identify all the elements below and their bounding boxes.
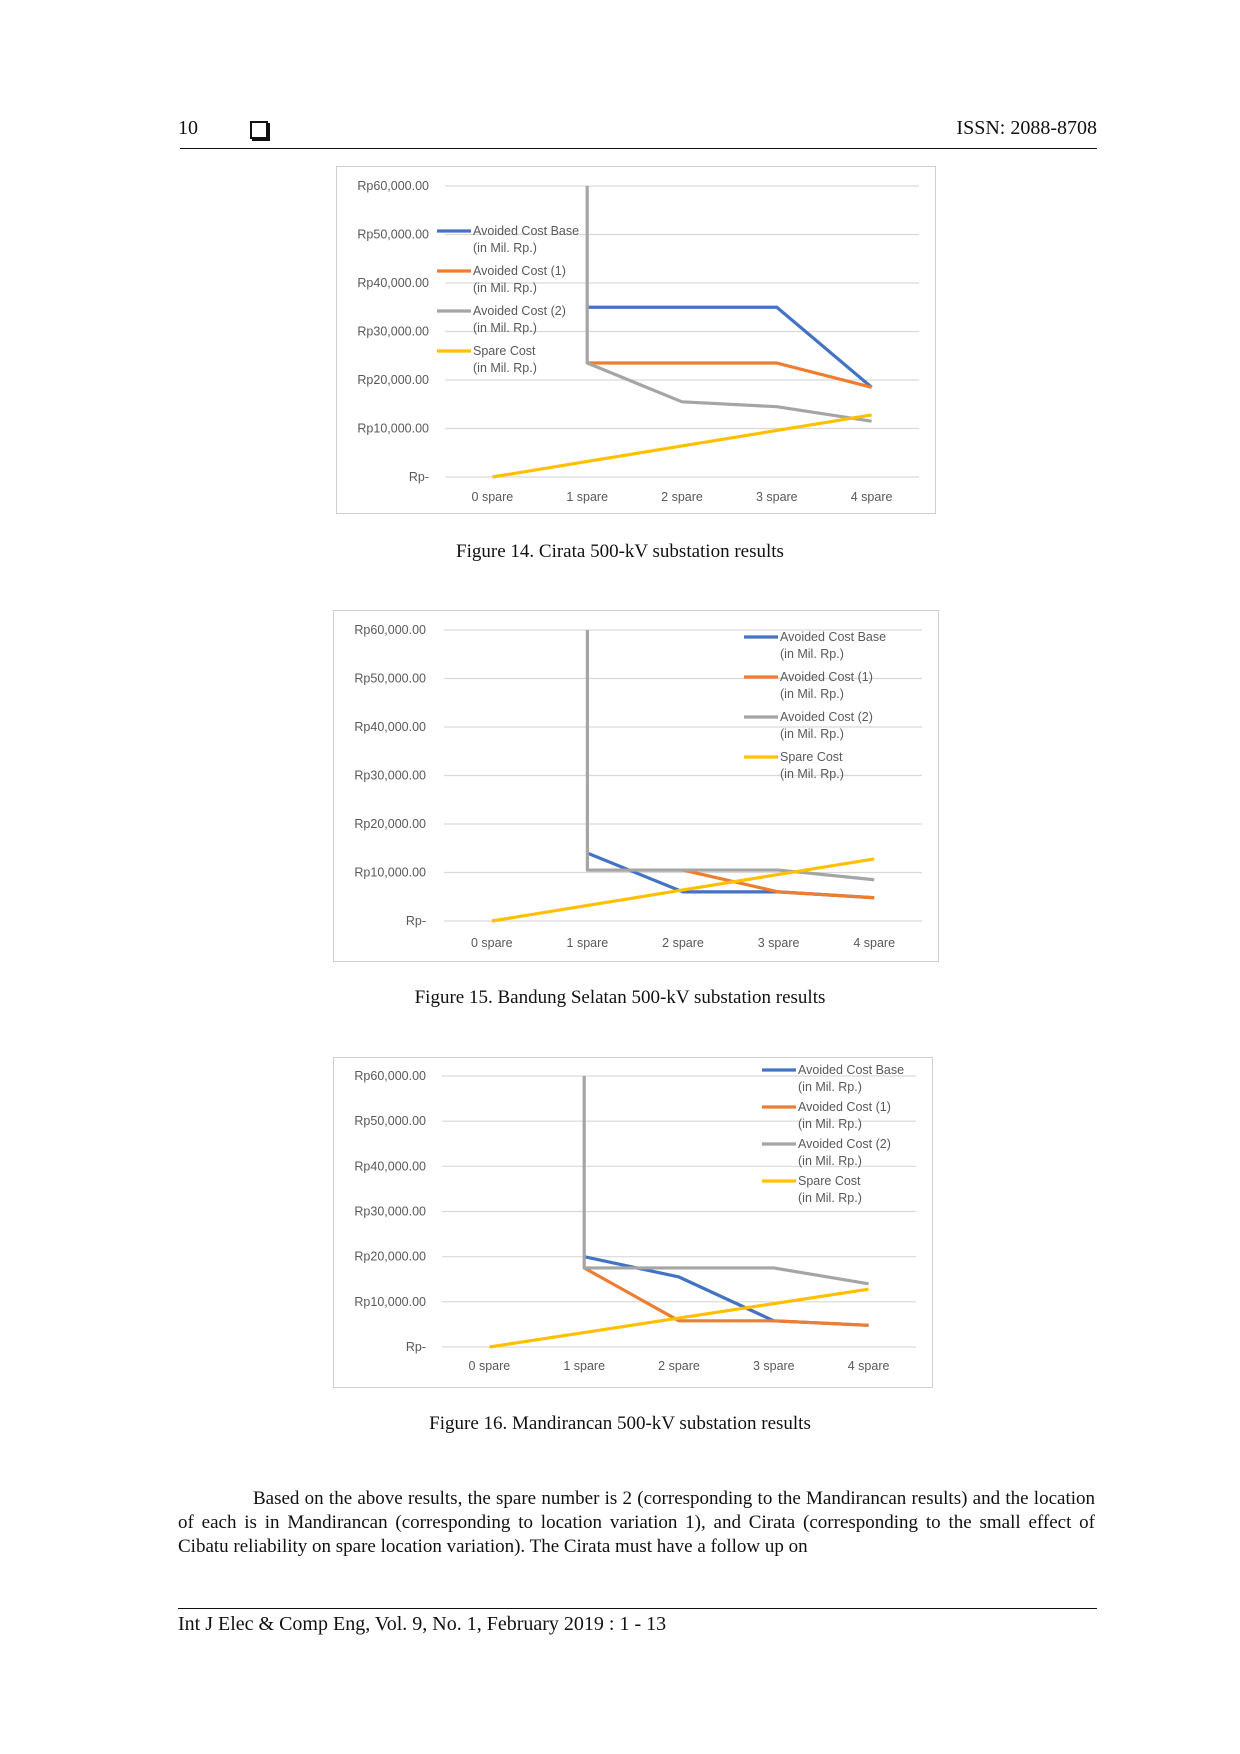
x-tick-label: 2 spare	[662, 936, 704, 950]
chart-svg: Rp- Rp10,000.00 Rp20,000.00 Rp30,000.00 Rp40…	[357, 179, 919, 504]
figure-14-chart: Rp- Rp10,000.00 Rp20,000.00 Rp30,000.00 Rp40…	[336, 166, 936, 514]
x-tick-label: 3 spare	[756, 490, 798, 504]
x-tick-label: 1 spare	[563, 1359, 605, 1373]
series-line	[585, 630, 875, 882]
y-tick-label: Rp50,000.00	[357, 228, 429, 242]
y-tick-label: Rp60,000.00	[357, 179, 429, 193]
chart-svg: Rp- Rp10,000.00 Rp20,000.00 Rp30,000.00 Rp40…	[354, 1063, 916, 1373]
series-line	[582, 1076, 869, 1286]
legend-label: Spare Cost (in Mil. Rp.)	[798, 1174, 862, 1205]
figure-15-chart: Rp- Rp10,000.00 Rp20,000.00 Rp30,000.00 Rp40…	[333, 610, 939, 962]
footer-citation: Int J Elec & Comp Eng, Vol. 9, No. 1, Fe…	[178, 1613, 667, 1635]
x-tick-label: 0 spare	[471, 936, 513, 950]
y-tick-label: Rp20,000.00	[354, 1250, 426, 1264]
legend-label: Avoided Cost Base (in Mil. Rp.)	[780, 630, 886, 661]
y-tick-label: Rp20,000.00	[354, 817, 426, 831]
y-tick-label: Rp-	[406, 914, 426, 928]
issn-label: ISSN: 2088-8708	[956, 117, 1097, 139]
legend-label: Avoided Cost Base (in Mil. Rp.)	[798, 1063, 904, 1094]
y-tick-label: Rp30,000.00	[354, 769, 426, 783]
y-tick-label: Rp50,000.00	[354, 672, 426, 686]
x-tick-label: 4 spare	[851, 490, 893, 504]
y-tick-label: Rp50,000.00	[354, 1114, 426, 1128]
x-tick-label: 2 spare	[661, 490, 703, 504]
series-line	[491, 857, 875, 923]
x-tick-label: 3 spare	[753, 1359, 795, 1373]
y-tick-label: Rp40,000.00	[354, 720, 426, 734]
legend-label: Avoided Cost (1) (in Mil. Rp.)	[473, 264, 566, 295]
x-tick-label: 2 spare	[658, 1359, 700, 1373]
x-tick-label: 0 spare	[469, 1359, 511, 1373]
y-tick-label: Rp30,000.00	[354, 1205, 426, 1219]
legend-label: Avoided Cost (2) (in Mil. Rp.)	[798, 1137, 891, 1168]
y-tick-label: Rp-	[406, 1340, 426, 1354]
series-line	[585, 186, 872, 423]
legend-label: Avoided Cost (1) (in Mil. Rp.)	[780, 670, 873, 701]
y-tick-label: Rp10,000.00	[354, 1295, 426, 1309]
page-number: 10	[178, 117, 198, 139]
legend-label: Avoided Cost (2) (in Mil. Rp.)	[473, 304, 566, 335]
series-line	[492, 413, 872, 479]
x-tick-label: 4 spare	[848, 1359, 890, 1373]
legend-label: Avoided Cost (1) (in Mil. Rp.)	[798, 1100, 891, 1131]
square-bullet-icon	[250, 121, 268, 139]
series-line	[587, 305, 873, 389]
figure-16-caption: Figure 16. Mandirancan 500-kV substation…	[429, 1413, 811, 1434]
y-tick-label: Rp60,000.00	[354, 623, 426, 637]
x-tick-label: 1 spare	[567, 936, 609, 950]
legend-label: Avoided Cost Base (in Mil. Rp.)	[473, 224, 579, 255]
series-line	[583, 1266, 869, 1327]
series-line	[489, 1287, 869, 1349]
y-tick-label: Rp40,000.00	[354, 1159, 426, 1173]
y-tick-label: Rp10,000.00	[357, 422, 429, 436]
footer-rule	[178, 1608, 1097, 1609]
y-tick-label: Rp60,000.00	[354, 1069, 426, 1083]
x-tick-label: 4 spare	[853, 936, 895, 950]
y-tick-label: Rp30,000.00	[357, 325, 429, 339]
figure-15-caption: Figure 15. Bandung Selatan 500-kV substa…	[414, 987, 826, 1008]
y-tick-label: Rp40,000.00	[357, 276, 429, 290]
y-tick-label: Rp10,000.00	[354, 866, 426, 880]
x-tick-label: 1 spare	[566, 490, 608, 504]
series-line	[587, 361, 872, 389]
chart-svg: Rp- Rp10,000.00 Rp20,000.00 Rp30,000.00 Rp40…	[354, 623, 922, 950]
figure-14-caption: Figure 14. Cirata 500-kV substation resu…	[456, 541, 784, 562]
y-tick-label: Rp-	[409, 470, 429, 484]
header-rule	[180, 148, 1097, 149]
legend-label: Avoided Cost (2) (in Mil. Rp.)	[780, 710, 873, 741]
x-tick-label: 0 spare	[472, 490, 514, 504]
y-tick-label: Rp20,000.00	[357, 373, 429, 387]
x-tick-label: 3 spare	[758, 936, 800, 950]
legend-label: Spare Cost (in Mil. Rp.)	[473, 344, 537, 375]
body-paragraph: Based on the above results, the spare nu…	[178, 1488, 1095, 1557]
figure-16-chart: Rp- Rp10,000.00 Rp20,000.00 Rp30,000.00 Rp40…	[333, 1057, 933, 1388]
legend-label: Spare Cost (in Mil. Rp.)	[780, 750, 844, 781]
